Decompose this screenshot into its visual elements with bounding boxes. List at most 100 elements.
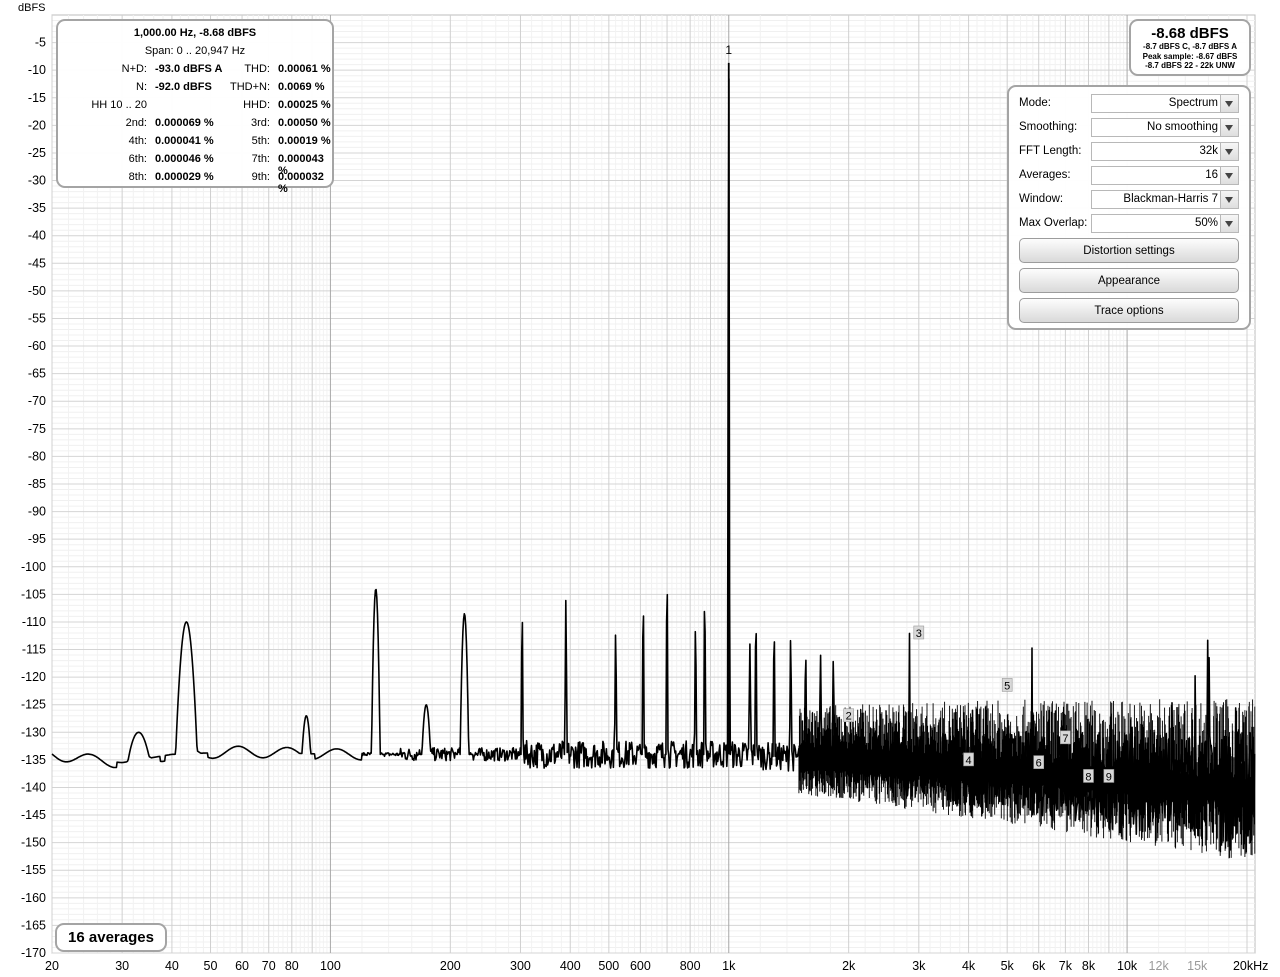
y-tick-label: -170 <box>21 946 46 960</box>
setting-label: FFT Length: <box>1019 145 1082 157</box>
stats-value: -93.0 dBFS A <box>155 63 223 75</box>
x-tick-label: 1k <box>722 959 736 973</box>
y-tick-label: -130 <box>21 725 46 739</box>
window-setting: Window: Blackman-Harris 7 <box>1019 190 1239 210</box>
stats-value: 0.00061 % <box>278 63 331 75</box>
stats-label: 9th: <box>251 171 270 183</box>
y-tick-label: -100 <box>21 560 46 574</box>
y-tick-label: -120 <box>21 670 46 684</box>
y-tick-label: -40 <box>28 229 46 243</box>
stats-span: Span: 0 .. 20,947 Hz <box>144 45 246 57</box>
y-tick-label: -115 <box>22 643 46 657</box>
harmonic-marker-label: 6 <box>1036 758 1042 770</box>
harmonic-marker-box <box>963 752 974 767</box>
y-tick-label: -15 <box>28 91 46 105</box>
harmonic-marker-box <box>1060 730 1071 745</box>
mode-select[interactable]: Spectrum <box>1091 94 1239 113</box>
chevron-down-icon[interactable] <box>1220 95 1238 112</box>
y-tick-label: -110 <box>22 615 46 629</box>
stats-value: 0.00050 % <box>278 117 331 129</box>
y-tick-label: -95 <box>28 532 46 546</box>
chevron-down-icon[interactable] <box>1220 215 1238 232</box>
x-tick-label: 40 <box>165 959 179 973</box>
select-value: Blackman-Harris 7 <box>1123 193 1218 205</box>
stats-row: N+D: -93.0 dBFS A THD: 0.00061 % <box>58 63 332 81</box>
averages-setting: Averages: 16 <box>1019 166 1239 186</box>
x-tick-label: 7k <box>1059 959 1073 973</box>
chevron-down-icon[interactable] <box>1220 191 1238 208</box>
x-tick-label: 5k <box>1001 959 1015 973</box>
chevron-down-icon[interactable] <box>1220 143 1238 160</box>
stats-label: HHD: <box>243 99 270 111</box>
stats-value: 0.000029 % <box>155 171 214 183</box>
trace-options-button[interactable]: Trace options <box>1019 298 1239 323</box>
max-overlap-setting: Max Overlap: 50% <box>1019 214 1239 234</box>
fft-length-select[interactable]: 32k <box>1091 142 1239 161</box>
smoothing-select[interactable]: No smoothing <box>1091 118 1239 137</box>
stats-label: 6th: <box>128 153 147 165</box>
level-readout-panel: -8.68 dBFS -8.7 dBFS C, -8.7 dBFS A Peak… <box>1129 19 1251 76</box>
setting-label: Max Overlap: <box>1019 217 1088 229</box>
stats-row: N: -92.0 dBFS THD+N: 0.0069 % <box>58 81 332 99</box>
stats-label: 5th: <box>251 135 270 147</box>
y-tick-label: -150 <box>21 836 46 850</box>
stats-value: 0.000041 % <box>155 135 214 147</box>
y-tick-label: -160 <box>21 891 46 905</box>
x-tick-label: 60 <box>235 959 249 973</box>
averages-select[interactable]: 16 <box>1091 166 1239 185</box>
chevron-down-icon[interactable] <box>1220 119 1238 136</box>
chevron-down-icon[interactable] <box>1220 167 1238 184</box>
stats-label: 7th: <box>251 153 270 165</box>
y-tick-label: -70 <box>28 394 46 408</box>
y-tick-label: -35 <box>28 201 46 215</box>
analyzer-settings-panel: Mode: Spectrum Smoothing: No smoothing F… <box>1007 85 1251 330</box>
stats-row: 2nd: 0.000069 % 3rd: 0.00050 % <box>58 117 332 135</box>
stats-label: THD: <box>244 63 270 75</box>
stats-header: 1,000.00 Hz, -8.68 dBFS <box>133 27 257 39</box>
stats-label: 8th: <box>128 171 147 183</box>
window-select[interactable]: Blackman-Harris 7 <box>1091 190 1239 209</box>
y-tick-label: -135 <box>21 753 46 767</box>
x-tick-label: 100 <box>320 959 341 973</box>
y-tick-label: -80 <box>28 449 46 463</box>
x-tick-label: 400 <box>560 959 581 973</box>
max-overlap-select[interactable]: 50% <box>1091 214 1239 233</box>
stats-value: -92.0 dBFS <box>155 81 212 93</box>
select-value: Spectrum <box>1168 97 1218 109</box>
stats-value: 0.00019 % <box>278 135 331 147</box>
level-unweighted-line: -8.7 dBFS 22 - 22k UNW <box>1145 61 1235 70</box>
x-tick-label: 80 <box>285 959 299 973</box>
x-tick-label: 600 <box>630 959 651 973</box>
y-tick-label: -125 <box>21 698 46 712</box>
x-tick-label: 3k <box>912 959 926 973</box>
harmonic-marker-label: 7 <box>1062 733 1068 745</box>
stats-label: 3rd: <box>251 117 270 129</box>
stats-row: 8th: 0.000029 % 9th: 0.000032 % <box>58 171 332 195</box>
y-tick-label: -30 <box>28 174 46 188</box>
harmonic-marker-box <box>1001 678 1013 692</box>
select-value: 32k <box>1199 145 1218 157</box>
x-tick-labels: 20 30 40 50 60 70 80 100 200 300 400 500 600 800 1k 2k 3… <box>45 959 1268 973</box>
harmonic-marker-box <box>913 625 925 640</box>
distortion-settings-button[interactable]: Distortion settings <box>1019 238 1239 263</box>
y-tick-label: -5 <box>35 36 46 50</box>
level-weighted-line: -8.7 dBFS C, -8.7 dBFS A <box>1143 42 1237 51</box>
stats-label: N: <box>136 81 147 93</box>
x-tick-label: 2k <box>842 959 856 973</box>
select-value: 16 <box>1205 169 1218 181</box>
harmonic-markers: 2 3 4 5 6 7 8 9 <box>843 625 1115 783</box>
stats-label: N+D: <box>121 63 147 75</box>
x-tick-label: 20 <box>45 959 59 973</box>
harmonic-marker-label: 4 <box>966 755 972 767</box>
appearance-button[interactable]: Appearance <box>1019 268 1239 293</box>
x-tick-label: 800 <box>680 959 701 973</box>
stats-value: 0.000032 % <box>278 171 324 195</box>
harmonic-marker-label: 8 <box>1085 771 1091 783</box>
x-tick-label: 20kHz <box>1233 959 1268 973</box>
x-tick-label: 12k <box>1149 959 1170 973</box>
setting-label: Window: <box>1019 193 1064 205</box>
x-tick-label: 500 <box>598 959 619 973</box>
harmonic-marker-label: 9 <box>1106 771 1112 783</box>
y-tick-label: -85 <box>28 477 46 491</box>
smoothing-setting: Smoothing: No smoothing <box>1019 118 1239 138</box>
